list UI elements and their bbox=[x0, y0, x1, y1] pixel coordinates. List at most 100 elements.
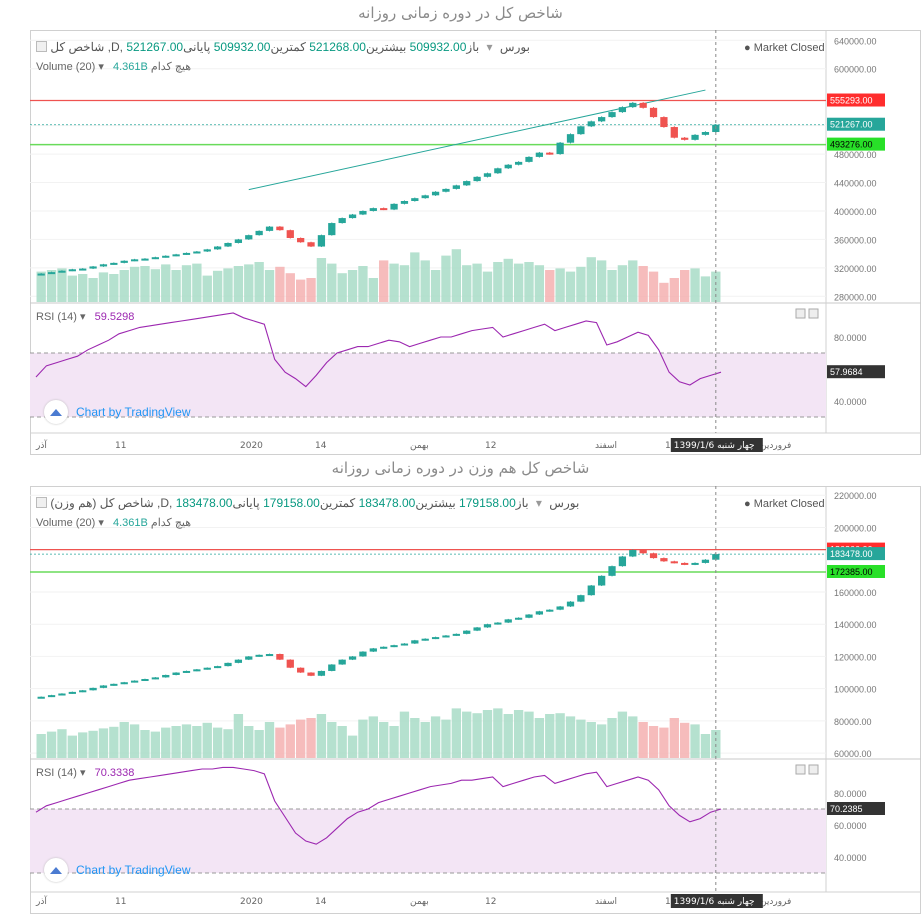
low-value: 179158.00 bbox=[263, 496, 320, 510]
candle bbox=[390, 203, 398, 210]
candle bbox=[47, 272, 56, 275]
volume-bar bbox=[347, 270, 358, 302]
volume-bar bbox=[379, 260, 389, 302]
volume-bar bbox=[327, 263, 337, 302]
time-tick-label: 11 bbox=[115, 441, 126, 451]
volume-bar bbox=[181, 265, 192, 302]
volume-bar bbox=[78, 732, 88, 758]
volume-bar bbox=[223, 268, 233, 302]
volume-bar bbox=[451, 249, 462, 302]
candle bbox=[297, 237, 305, 243]
candle bbox=[681, 137, 689, 140]
candle bbox=[359, 210, 367, 215]
time-tick-label: 2020 bbox=[240, 897, 263, 907]
collapse-icon[interactable] bbox=[36, 41, 47, 52]
volume-bar bbox=[430, 270, 441, 302]
rsi-value: 59.5298 bbox=[94, 311, 135, 323]
candle bbox=[79, 268, 87, 271]
rsi-label: RSI (14) bbox=[36, 767, 77, 779]
candlestick-chart[interactable]: 640000.00600000.00520000.00480000.004400… bbox=[30, 30, 921, 455]
market-status: ● Market Closed bbox=[744, 498, 825, 510]
price-tick-label: 60000.00 bbox=[834, 749, 872, 759]
candle bbox=[245, 656, 253, 660]
volume-bar bbox=[129, 724, 140, 758]
candle bbox=[172, 672, 180, 675]
candle bbox=[400, 201, 409, 204]
tradingview-logo[interactable]: Chart by TradingView bbox=[44, 400, 191, 424]
candle bbox=[566, 601, 575, 607]
chart-panel-equal-weight-index[interactable]: 220000.00 200000.00 160000.00 140000.00 1200… bbox=[30, 486, 921, 914]
time-tick-label: 12 bbox=[485, 897, 496, 907]
volume-label: Volume (20) bbox=[36, 517, 96, 529]
volume-bar bbox=[420, 722, 430, 758]
candle bbox=[380, 646, 388, 649]
time-tick-label: 12 bbox=[485, 441, 496, 451]
volume-bar bbox=[669, 278, 679, 302]
volume-bar bbox=[576, 266, 586, 302]
volume-bar bbox=[327, 722, 337, 758]
rsi-label: RSI (14) bbox=[36, 311, 77, 323]
high-value: 521268.00 bbox=[309, 40, 366, 54]
rsi-tick-label: 40.0000 bbox=[834, 853, 867, 863]
volume-bar bbox=[36, 734, 46, 758]
candle bbox=[245, 235, 253, 240]
price-tick-label: 640000.00 bbox=[834, 36, 877, 46]
time-tick-label: 2020 bbox=[240, 441, 263, 451]
volume-bar bbox=[617, 265, 628, 302]
candle bbox=[483, 173, 492, 177]
candle bbox=[400, 643, 409, 646]
candle bbox=[182, 670, 191, 673]
low-label: کمترین bbox=[319, 496, 356, 510]
candle bbox=[369, 648, 377, 652]
price-tick-label: 400000.00 bbox=[834, 207, 877, 217]
price-tick-label: 100000.00 bbox=[834, 685, 877, 695]
volume-bar bbox=[275, 727, 285, 758]
volume-bar bbox=[295, 279, 306, 302]
volume-bar bbox=[98, 272, 109, 302]
tradingview-logo[interactable]: Chart by TradingView bbox=[44, 858, 191, 882]
rsi-tick-label: 40.0000 bbox=[834, 397, 867, 407]
volume-bar bbox=[399, 265, 410, 302]
candle bbox=[224, 662, 232, 667]
volume-bar bbox=[36, 271, 46, 302]
candle bbox=[442, 188, 450, 192]
candle bbox=[483, 624, 492, 628]
collapse-icon[interactable] bbox=[36, 497, 47, 508]
candle bbox=[58, 270, 66, 273]
candle bbox=[68, 691, 76, 694]
volume-bar bbox=[57, 268, 67, 302]
chart-panel-main-index[interactable]: 640000.00600000.00520000.00480000.004400… bbox=[30, 30, 921, 455]
candle bbox=[224, 242, 232, 247]
candlestick-chart[interactable]: 220000.00 200000.00 160000.00 140000.00 1200… bbox=[30, 486, 921, 914]
pane-maximize-icon bbox=[795, 764, 806, 775]
candle bbox=[348, 656, 357, 660]
volume-bar bbox=[171, 270, 181, 302]
candle bbox=[587, 585, 595, 596]
volume-bar bbox=[472, 263, 482, 302]
volume-bar bbox=[565, 716, 576, 758]
candle bbox=[681, 562, 689, 565]
candle bbox=[338, 659, 346, 665]
volume-legend: Volume (20) ▾ 4.361B هیچ کدام bbox=[36, 61, 192, 73]
rsi-last-label: 70.2385 bbox=[830, 804, 863, 814]
candle bbox=[442, 635, 450, 638]
candle bbox=[639, 550, 647, 554]
high-label: بیشترین bbox=[415, 496, 456, 510]
candle bbox=[494, 622, 502, 625]
volume-bar bbox=[140, 730, 150, 758]
volume-bar bbox=[88, 278, 98, 302]
volume-bar bbox=[202, 275, 212, 302]
volume-bar bbox=[264, 270, 275, 302]
candle bbox=[608, 112, 616, 118]
candle bbox=[535, 152, 544, 157]
volume-bar bbox=[410, 252, 420, 302]
volume-bar bbox=[545, 270, 555, 302]
volume-bar bbox=[202, 722, 212, 758]
volume-bar bbox=[586, 722, 596, 758]
resistance-price-label-bg bbox=[827, 93, 885, 107]
candle bbox=[58, 693, 66, 696]
candle bbox=[701, 132, 710, 135]
candle bbox=[369, 208, 377, 211]
symbol-text: شاخص کل (هم وزن) ,D, بورس bbox=[50, 496, 580, 510]
rsi-last-bg bbox=[827, 802, 885, 815]
